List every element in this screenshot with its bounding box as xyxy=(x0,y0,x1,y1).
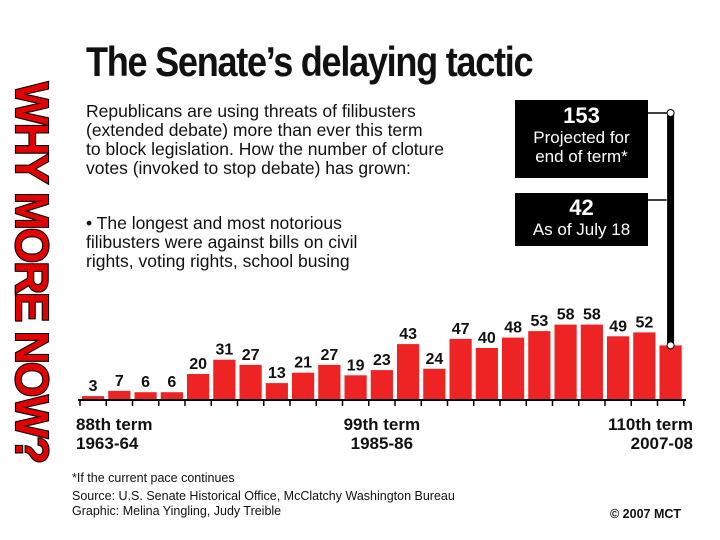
bullet-line: • The longest and most notorious xyxy=(86,213,342,233)
x-tick-label-term: 99th term xyxy=(344,415,421,434)
current-value: 42 xyxy=(569,195,594,220)
chart-title: The Senate’s delaying tactic xyxy=(86,38,534,85)
bar-94th xyxy=(239,364,262,400)
bar-value-label: 47 xyxy=(452,321,470,338)
x-tick-label-years: 1963-64 xyxy=(76,434,139,453)
projected-marker xyxy=(666,109,675,117)
graphic-credit: Graphic: Melina Yingling, Judy Treible xyxy=(72,504,282,518)
bar-value-label: 53 xyxy=(530,313,548,330)
bar-104th xyxy=(502,337,525,400)
bar-value-label: 31 xyxy=(215,342,233,359)
x-tick-label-years: 2007-08 xyxy=(631,434,693,453)
source-credits: Source: U.S. Senate Historical Office, M… xyxy=(72,489,455,519)
bar-106th xyxy=(554,324,577,400)
x-tick-label-term: 88th term xyxy=(76,415,153,434)
bar-value-label: 20 xyxy=(189,356,207,373)
bar-value-label: 52 xyxy=(635,314,653,331)
bar-101st xyxy=(423,368,446,400)
intro-line: Republicans are using threats of filibus… xyxy=(86,101,416,121)
bar-value-label: 43 xyxy=(399,326,417,343)
bar-91st xyxy=(160,392,183,400)
bar-value-label: 48 xyxy=(504,320,522,337)
bar-102nd xyxy=(449,338,472,400)
x-tick-label-years: 1985-86 xyxy=(351,434,413,453)
bar-107th xyxy=(580,324,603,400)
bar-97th xyxy=(318,364,341,400)
bar-96th xyxy=(292,372,315,400)
bar-93rd xyxy=(213,359,236,400)
bar-value-label: 27 xyxy=(242,347,260,364)
current-marker xyxy=(666,341,675,350)
bar-value-label: 58 xyxy=(583,307,601,324)
intro-line: (extended debate) more than ever this te… xyxy=(86,120,423,140)
bar-value-label: 23 xyxy=(373,352,391,369)
projected-label-1: Projected for xyxy=(533,128,630,147)
bar-value-label: 3 xyxy=(89,378,98,395)
bar-value-label: 58 xyxy=(557,307,575,324)
bar-value-label: 13 xyxy=(268,365,286,382)
bar-value-label: 24 xyxy=(425,351,443,368)
bar-110th xyxy=(659,345,682,400)
bar-value-label: 49 xyxy=(609,318,627,335)
intro-text: Republicans are using threats of filibus… xyxy=(86,102,506,178)
intro-line: to block legislation. How the number of … xyxy=(86,139,444,159)
bar-value-label: 40 xyxy=(478,330,496,347)
bar-value-label: 27 xyxy=(320,347,338,364)
bullet-note: • The longest and most notorious filibus… xyxy=(86,214,416,271)
projected-value: 153 xyxy=(563,103,600,128)
bar-89th xyxy=(108,390,131,400)
bullet-line: filibusters were against bills on civil xyxy=(86,232,358,252)
bar-95th xyxy=(265,383,288,400)
projected-callout: 153 Projected for end of term* xyxy=(515,100,648,178)
footnote: *If the current pace continues xyxy=(72,471,235,485)
banner-text: WHY MORE NOW? xyxy=(6,82,58,462)
bar-99th xyxy=(370,370,393,400)
bar-value-label: 21 xyxy=(294,355,312,372)
bar-98th xyxy=(344,375,367,400)
bar-109th xyxy=(633,332,656,400)
bar-value-label: 6 xyxy=(167,374,176,391)
current-label: As of July 18 xyxy=(532,220,631,239)
bar-92nd xyxy=(187,374,210,400)
bar-value-label: 6 xyxy=(141,374,150,391)
current-callout: 42 As of July 18 xyxy=(515,193,648,246)
copyright: © 2007 MCT xyxy=(610,507,682,521)
bar-value-label: 7 xyxy=(115,373,124,390)
bar-105th xyxy=(528,331,551,400)
bullet-line: rights, voting rights, school busing xyxy=(86,251,350,271)
source-line: Source: U.S. Senate Historical Office, M… xyxy=(72,489,455,503)
bar-value-label: 19 xyxy=(347,357,365,374)
bar-88th xyxy=(82,396,105,400)
projected-label-2: end of term* xyxy=(535,147,628,166)
intro-line: votes (invoked to stop debate) has grown… xyxy=(86,158,411,178)
bar-90th xyxy=(134,392,157,400)
bar-108th xyxy=(607,336,630,400)
bar-103rd xyxy=(475,348,498,400)
bar-100th xyxy=(397,344,420,400)
x-tick-label-term: 110th term xyxy=(608,415,693,434)
why-more-now-banner: WHY MORE NOW? xyxy=(5,81,59,463)
